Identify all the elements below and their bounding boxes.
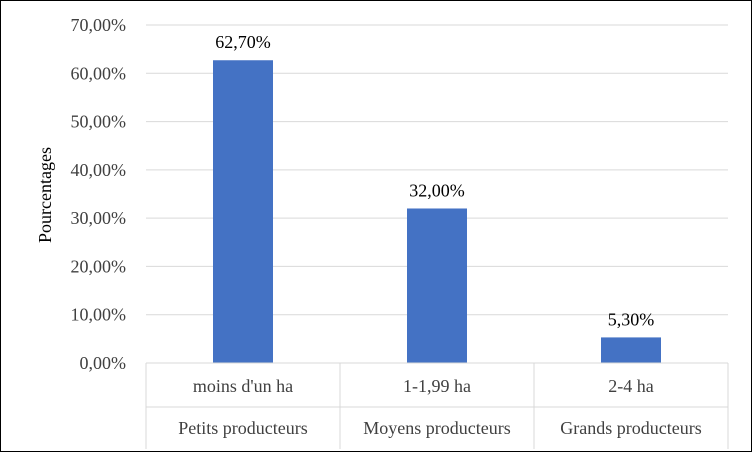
x-category-label: 1-1,99 ha <box>403 376 471 396</box>
bar <box>601 337 661 363</box>
y-tick-label: 60,00% <box>71 63 127 83</box>
y-tick-label: 20,00% <box>71 256 127 276</box>
bar <box>407 208 467 363</box>
y-axis-label: Pourcentages <box>35 147 55 243</box>
x-category-label: moins d'un ha <box>193 376 293 396</box>
y-tick-label: 50,00% <box>71 112 127 132</box>
data-label: 32,00% <box>409 180 465 200</box>
y-tick-label: 0,00% <box>80 353 127 373</box>
y-tick-label: 70,00% <box>71 15 127 35</box>
x-group-label: Petits producteurs <box>178 418 307 438</box>
data-label: 5,30% <box>608 309 655 329</box>
y-tick-label: 40,00% <box>71 160 127 180</box>
x-group-label: Grands producteurs <box>560 418 701 438</box>
y-tick-label: 30,00% <box>71 208 127 228</box>
x-group-label: Moyens producteurs <box>363 418 510 438</box>
y-tick-label: 10,00% <box>71 305 127 325</box>
bar <box>213 60 273 364</box>
x-category-label: 2-4 ha <box>608 376 653 396</box>
data-label: 62,70% <box>215 32 271 52</box>
